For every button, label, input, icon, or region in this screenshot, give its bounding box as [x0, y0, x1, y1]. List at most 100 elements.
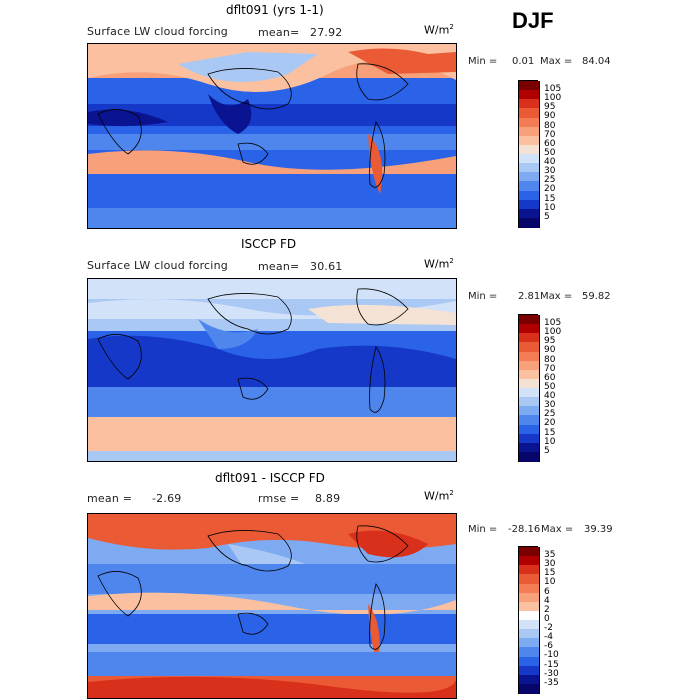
colorbar-tick-label: -30: [544, 668, 559, 679]
colorbar-tick-label: 105: [544, 318, 562, 328]
panel3-mean-value: -2.69: [152, 492, 182, 505]
panel1-mean-value: 27.92: [310, 26, 343, 39]
colorbar-tick-label: 25: [544, 409, 556, 420]
colorbar-swatch: [518, 620, 540, 630]
panel2-variable-label: Surface LW cloud forcing: [87, 259, 228, 272]
panel3-map: [87, 513, 457, 699]
colorbar-swatch: [518, 388, 540, 398]
colorbar-tick-label: 50: [544, 147, 556, 158]
colorbar-swatch: [518, 342, 540, 352]
colorbar-swatch: [518, 656, 540, 667]
panel2-title: ISCCP FD: [241, 237, 297, 251]
panel2-coastlines: [97, 288, 409, 413]
colorbar-tick-label: 10: [544, 202, 556, 213]
colorbar-swatch: [518, 369, 540, 380]
colorbar-tick-label: 5: [544, 211, 550, 222]
colorbar-tick-label: 5: [544, 445, 550, 456]
panel3-max-label: Max =: [541, 524, 574, 535]
colorbar-tick-label: 6: [544, 586, 550, 597]
panel3-rmse-label: rmse =: [258, 492, 300, 505]
panel1-units: W/m2: [424, 23, 454, 37]
colorbar-swatch: [518, 442, 540, 453]
panel2-max-label: Max =: [540, 291, 573, 302]
panel3-coastlines: [97, 525, 409, 650]
colorbar-tick-label: 105: [544, 84, 562, 94]
colorbar-tick-label: -2: [544, 623, 553, 633]
colorbar-tick-label: 20: [544, 418, 556, 429]
colorbar-tick-label: 10: [544, 577, 556, 588]
colorbar-swatch: [518, 135, 540, 146]
colorbar-tick-label: 15: [544, 568, 556, 579]
colorbar-swatch: [518, 208, 540, 219]
colorbar-swatch: [518, 99, 540, 109]
colorbar-swatch: [518, 451, 540, 462]
panel1-variable-label: Surface LW cloud forcing: [87, 25, 228, 38]
colorbar-tick-label: 70: [544, 129, 556, 140]
colorbar-tick-label: 40: [544, 391, 556, 401]
panel1-title: dflt091 (yrs 1-1): [226, 3, 324, 17]
colorbar-tick-label: 100: [544, 327, 562, 338]
colorbar-swatch: [518, 406, 540, 416]
colorbar-swatch: [518, 592, 540, 603]
colorbar-swatch: [518, 117, 540, 128]
colorbar-swatch: [518, 674, 540, 685]
panel1-max-value: 84.04: [582, 56, 611, 67]
panel1-coastlines: [97, 63, 409, 188]
colorbar-swatch: [518, 629, 540, 639]
colorbar-swatch: [518, 683, 540, 694]
colorbar-swatch: [518, 333, 540, 343]
colorbar-swatch: [518, 601, 540, 612]
colorbar-tick-label: 70: [544, 363, 556, 374]
colorbar-swatch: [518, 81, 540, 91]
colorbar-tick-label: 2: [544, 604, 550, 615]
colorbar-swatch: [518, 190, 540, 201]
colorbar-tick-label: -10: [544, 650, 559, 661]
panel2-units: W/m2: [424, 257, 454, 271]
panel3-colorbar: [518, 546, 540, 694]
colorbar-swatch: [518, 610, 540, 621]
season-label: DJF: [512, 8, 554, 33]
colorbar-tick-label: 0: [544, 613, 550, 624]
panel3-mean-label: mean =: [87, 492, 133, 505]
colorbar-tick-label: 30: [544, 559, 556, 570]
colorbar-swatch: [518, 565, 540, 575]
colorbar-tick-label: 35: [544, 550, 556, 560]
colorbar-tick-label: 40: [544, 157, 556, 167]
colorbar-tick-label: 90: [544, 345, 556, 356]
panel2-map: [87, 278, 457, 462]
colorbar-tick-label: 15: [544, 193, 556, 204]
panel2-mean-value: 30.61: [310, 260, 343, 273]
panel2-min-label: Min =: [468, 291, 498, 302]
panel1-mean-label: mean=: [258, 26, 300, 39]
colorbar-tick-label: 95: [544, 336, 556, 347]
colorbar-swatch: [518, 163, 540, 173]
colorbar-tick-label: 50: [544, 381, 556, 392]
colorbar-swatch: [518, 415, 540, 425]
colorbar-tick-label: 20: [544, 184, 556, 195]
panel3-min-value: -28.16: [508, 524, 541, 535]
panel3-title: dflt091 - ISCCP FD: [215, 471, 325, 485]
colorbar-swatch: [518, 665, 540, 676]
colorbar-swatch: [518, 638, 540, 648]
colorbar-swatch: [518, 556, 540, 566]
colorbar-swatch: [518, 583, 540, 594]
colorbar-swatch: [518, 90, 540, 100]
colorbar-swatch: [518, 181, 540, 191]
colorbar-swatch: [518, 360, 540, 371]
panel3-units: W/m2: [424, 489, 454, 503]
panel1-colorbar: [518, 80, 540, 228]
panel3-max-value: 39.39: [584, 524, 613, 535]
panel2-max-value: 59.82: [582, 291, 611, 302]
colorbar-swatch: [518, 199, 540, 210]
colorbar-swatch: [518, 126, 540, 137]
colorbar-swatch: [518, 172, 540, 182]
panel2-mean-label: mean=: [258, 260, 300, 273]
colorbar-swatch: [518, 574, 540, 584]
colorbar-tick-label: 60: [544, 138, 556, 149]
colorbar-swatch: [518, 324, 540, 334]
panel1-min-value: 0.01: [512, 56, 535, 67]
panel3-field: [88, 514, 456, 698]
colorbar-swatch: [518, 647, 540, 657]
colorbar-tick-label: 15: [544, 427, 556, 438]
panel2-field: [88, 279, 456, 461]
